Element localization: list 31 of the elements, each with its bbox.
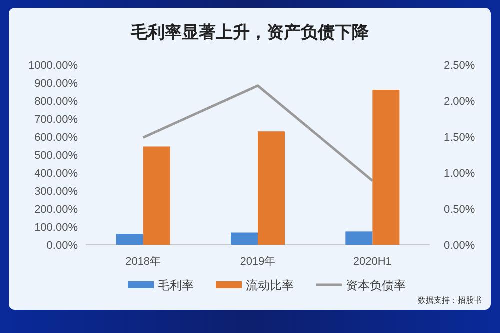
x-tick-label: 2018年 <box>126 256 162 268</box>
y-tick-label: 100.00% <box>34 222 78 234</box>
bar <box>143 146 170 245</box>
y-tick-label: 300.00% <box>34 186 78 198</box>
y2-tick-label: 1.50% <box>444 132 476 144</box>
y2-tick-label: 0.00% <box>444 240 476 252</box>
y-tick-label: 900.00% <box>34 78 78 90</box>
x-tick-label: 2020H1 <box>353 256 392 268</box>
y2-tick-label: 2.00% <box>444 96 476 108</box>
bar <box>346 232 373 245</box>
bar <box>372 90 400 245</box>
text: 数据支持：招股书 <box>418 296 482 305</box>
x-tick-label: 2019年 <box>240 256 276 268</box>
legend-label: 毛利率 <box>158 278 194 292</box>
y-tick-label: 200.00% <box>34 204 78 216</box>
y-tick-label: 1000.00% <box>28 60 78 72</box>
y2-tick-label: 0.50% <box>444 204 476 216</box>
chart-title: 毛利率显著上升，资产负债下降 <box>130 23 370 42</box>
y2-tick-label: 1.00% <box>444 168 476 180</box>
y-tick-label: 0.00% <box>46 240 78 252</box>
bar <box>258 132 285 245</box>
y-tick-label: 800.00% <box>34 96 78 108</box>
y-tick-label: 500.00% <box>34 150 78 162</box>
y2-tick-label: 2.50% <box>444 60 476 72</box>
y-tick-label: 600.00% <box>34 132 78 144</box>
legend-label: 流动比率 <box>246 278 294 292</box>
y-tick-label: 700.00% <box>34 114 78 126</box>
bar <box>116 234 144 245</box>
y-tick-label: 400.00% <box>34 168 78 180</box>
legend-label: 资本负债率 <box>346 278 406 292</box>
bar <box>231 232 258 245</box>
